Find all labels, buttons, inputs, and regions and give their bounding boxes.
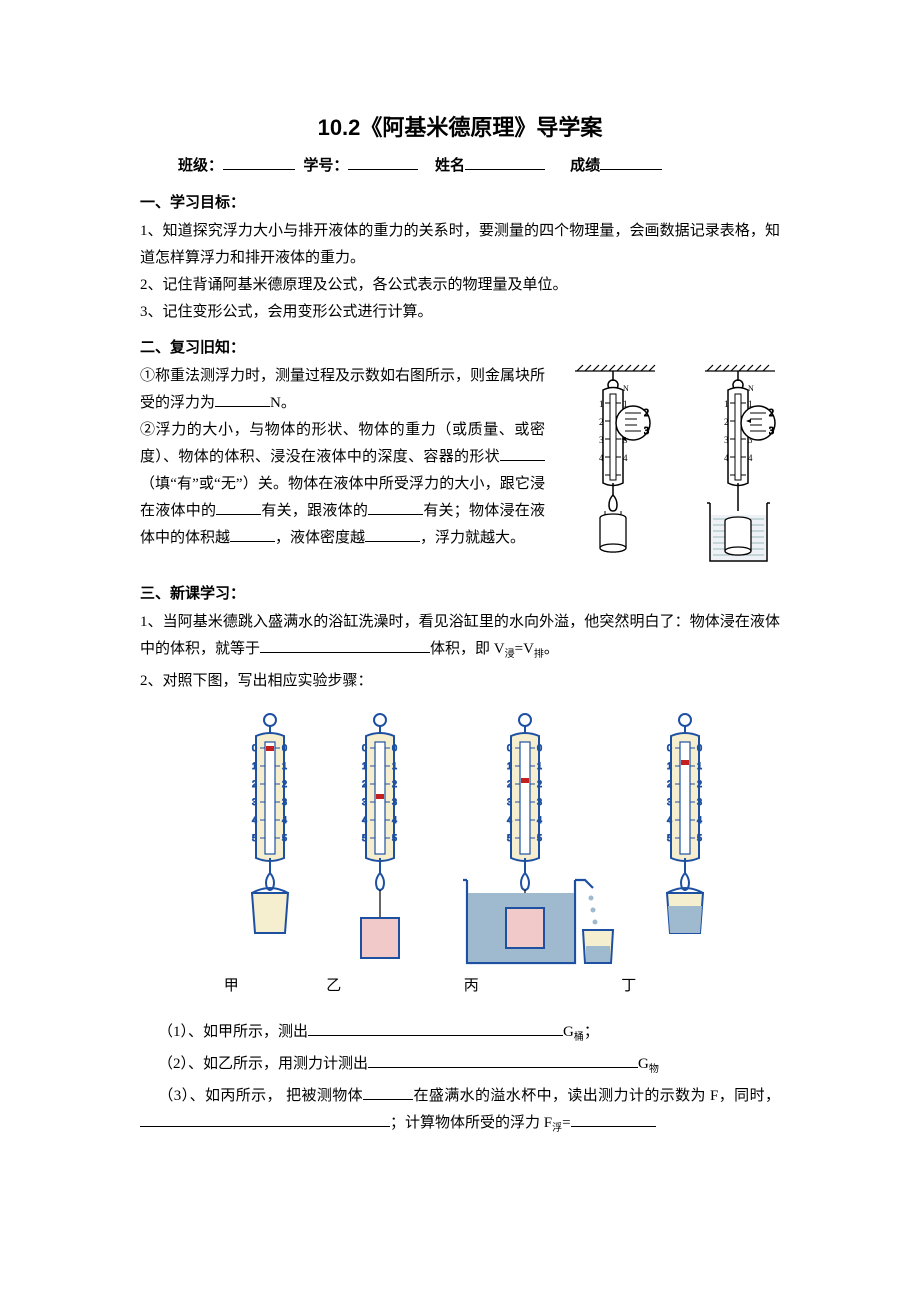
svg-text:2: 2 [769, 408, 774, 419]
sec2-p2e: ，液体密度越 [275, 530, 365, 546]
blank-equals-vol [260, 637, 430, 653]
blank-liquid [368, 499, 423, 515]
svg-text:N: N [623, 384, 629, 393]
sec1-p3: 3、记住变形公式，会用变形公式进行计算。 [140, 299, 780, 326]
svg-text:4: 4 [748, 453, 753, 463]
step3-d: = [562, 1115, 570, 1131]
blank-density-more [365, 526, 420, 542]
step-1: （1）、如甲所示，测出 G桶； [158, 1019, 780, 1051]
step-2: （2）、如乙所示，用测力计测出 G物 [158, 1051, 780, 1083]
fig-label-4: 丁 [574, 974, 684, 995]
fig-label-1: 甲 [196, 974, 266, 995]
svg-text:1: 1 [724, 399, 729, 409]
sub-pai: 排 [534, 649, 544, 660]
blank-buoyancy-n [215, 391, 270, 407]
review-figure: 1 2 3 4 1 2 3 4 N 2 3 [555, 363, 780, 568]
sec3-p1d: 。 [544, 641, 559, 657]
id-blank [348, 169, 418, 170]
sec3-p1b: 体积，即 V [430, 641, 505, 657]
svg-text:4: 4 [724, 453, 729, 463]
figure-labels: 甲 乙 丙 丁 [180, 974, 700, 995]
score-label: 成绩 [570, 157, 600, 174]
step3-b: 在盛满水的溢水杯中，读出测力计的示数为 F，同时， [413, 1088, 780, 1104]
blank-vol-more [230, 526, 275, 542]
blank-step3a [363, 1084, 413, 1100]
sec2-p2f: ，浮力就越大。 [420, 530, 525, 546]
page-title: 10.2《阿基米德原理》导学案 [140, 110, 780, 142]
step1-c: ； [584, 1024, 599, 1040]
blank-step3b [140, 1111, 390, 1127]
svg-text:2: 2 [724, 417, 729, 427]
svg-text:2: 2 [644, 408, 649, 419]
step-3: （3）、如丙所示， 把被测物体 在盛满水的溢水杯中，读出测力计的示数为 F，同时，… [140, 1083, 780, 1142]
sec3-p1: 1、当阿基米德跳入盛满水的浴缸洗澡时，看见浴缸里的水向外溢，他突然明白了：物体浸… [140, 609, 780, 668]
class-label: 班级： [178, 157, 223, 174]
sec3-p2: 2、对照下图，写出相应实验步骤： [140, 668, 780, 695]
section-2-head: 二、复习旧知： [140, 336, 780, 357]
step3-a: （3）、如丙所示， 把被测物体 [158, 1088, 363, 1104]
step1-b: G [563, 1024, 574, 1040]
fig-label-3: 丙 [401, 974, 541, 995]
four-spring-scales-icon: 00 11 22 33 44 55 [205, 703, 745, 968]
section-1-head: 一、学习目标： [140, 191, 780, 212]
sec2-p1a: ①称重法测浮力时，测量过程及示数如右图所示，则金属块所受的浮力为 [140, 368, 545, 411]
class-blank [223, 169, 295, 170]
sec2-p2c: 有关，跟液体的 [261, 503, 368, 519]
step2-a: （2）、如乙所示，用测力计测出 [158, 1056, 368, 1072]
sub-jin: 浸 [505, 649, 515, 660]
sec3-p1c: =V [515, 641, 534, 657]
blank-step1 [308, 1020, 563, 1036]
step2-b: G [638, 1056, 649, 1072]
name-label: 姓名 [435, 157, 465, 174]
svg-text:3: 3 [769, 426, 774, 437]
experiment-figure: 00 11 22 33 44 55 [170, 703, 780, 968]
spring-scale-pair-icon: 1 2 3 4 1 2 3 4 N 2 3 [555, 363, 780, 568]
blank-shape-rel [500, 445, 545, 461]
id-label: 学号： [303, 157, 348, 174]
blank-step2 [368, 1052, 638, 1068]
meta-row: 班级： 学号： 姓名 成绩 [178, 154, 780, 175]
svg-text:1: 1 [599, 399, 604, 409]
score-blank [600, 169, 662, 170]
step3-sub: 浮 [552, 1123, 562, 1134]
svg-text:2: 2 [599, 417, 604, 427]
blank-step3c [571, 1111, 656, 1127]
sec1-p1: 1、知道探究浮力大小与排开液体的重力的关系时，要测量的四个物理量，会画数据记录表… [140, 218, 780, 272]
step1-a: （1）、如甲所示，测出 [158, 1024, 308, 1040]
svg-text:N: N [748, 384, 754, 393]
sec1-p2: 2、记住背诵阿基米德原理及公式，各公式表示的物理量及单位。 [140, 272, 780, 299]
svg-text:3: 3 [724, 435, 729, 445]
svg-text:4: 4 [623, 453, 628, 463]
svg-text:3: 3 [644, 426, 649, 437]
blank-immersed [216, 499, 261, 515]
fig-label-2: 乙 [299, 974, 369, 995]
section-3-head: 三、新课学习： [140, 582, 780, 603]
sec2-p1b: N。 [270, 395, 296, 411]
svg-text:3: 3 [599, 435, 604, 445]
step2-sub: 物 [649, 1064, 659, 1075]
step3-c: ；计算物体所受的浮力 F [390, 1115, 552, 1131]
name-blank [465, 169, 545, 170]
sec2-p2a: ②浮力的大小，与物体的形状、物体的重力（或质量、或密度）、物体的体积、浸没在液体… [140, 422, 545, 465]
step1-sub: 桶 [574, 1032, 584, 1043]
svg-text:4: 4 [599, 453, 604, 463]
